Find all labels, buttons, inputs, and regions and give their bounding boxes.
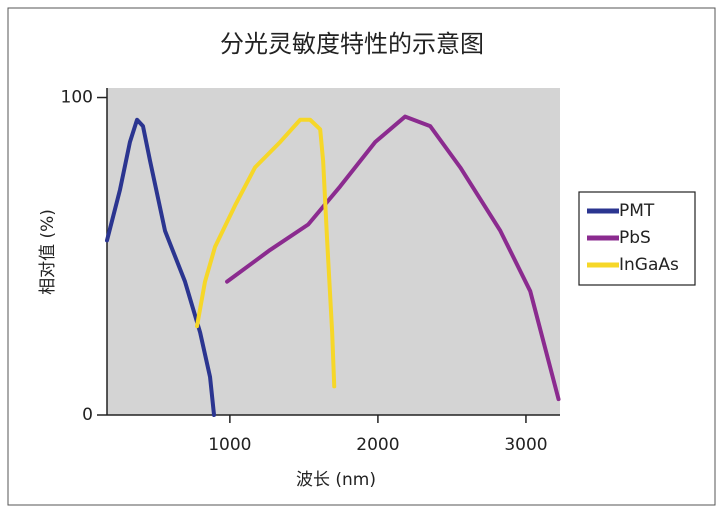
- y-tick-label: 0: [82, 405, 93, 425]
- legend-label: PMT: [619, 201, 655, 221]
- legend-label: PbS: [619, 228, 651, 248]
- legend-label: InGaAs: [619, 255, 679, 275]
- x-tick-label: 3000: [504, 435, 547, 455]
- y-axis-label: 相对值 (%): [38, 209, 58, 295]
- x-tick-label: 1000: [208, 435, 251, 455]
- y-tick-label: 100: [61, 88, 93, 108]
- chart-title: 分光灵敏度特性的示意图: [220, 30, 484, 58]
- frame: [7, 7, 716, 506]
- x-tick-label: 2000: [356, 435, 399, 455]
- line: [105, 117, 217, 417]
- line: [225, 114, 561, 402]
- line: [195, 117, 337, 389]
- x-axis-label: 波长 (nm): [296, 470, 376, 490]
